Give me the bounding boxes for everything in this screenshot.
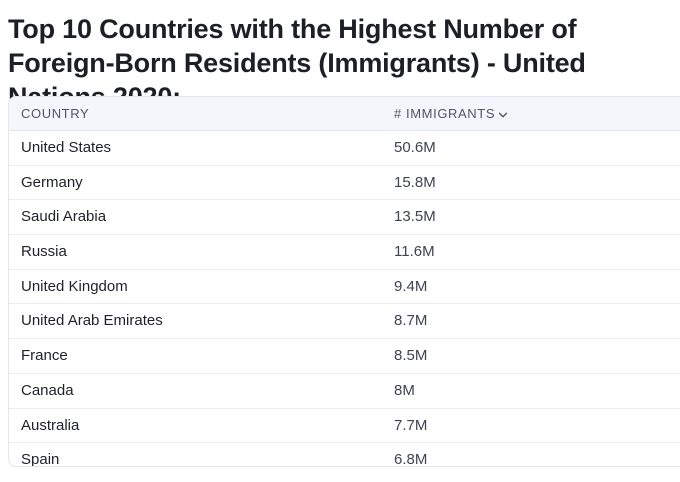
- country-cell: Spain: [21, 451, 60, 467]
- table-row: United Arab Emirates 8.7M: [9, 304, 680, 340]
- table-row: Russia 11.6M: [9, 235, 680, 270]
- immigrants-cell: 50.6M: [394, 139, 436, 156]
- table-row: Germany 15.8M: [9, 166, 680, 201]
- table-row: United States 50.6M: [9, 131, 680, 166]
- country-cell: United States: [21, 139, 112, 156]
- immigrants-cell: 7.7M: [394, 416, 428, 434]
- table-row: Saudi Arabia 13.5M: [9, 200, 680, 236]
- immigrants-cell: 11.6M: [394, 243, 435, 261]
- immigrants-table: COUNTRY # IMMIGRANTS United States 50.6M…: [8, 96, 680, 467]
- country-cell: United Kingdom: [21, 277, 128, 295]
- table-row: Australia 7.7M: [9, 409, 680, 444]
- immigrants-cell: 13.5M: [394, 208, 436, 226]
- table-row: France 8.5M: [9, 339, 680, 374]
- table-row: Canada 8M: [9, 374, 680, 409]
- column-header-country[interactable]: COUNTRY: [21, 106, 90, 121]
- immigrants-cell: 15.8M: [394, 173, 436, 191]
- country-cell: United Arab Emirates: [21, 312, 163, 330]
- immigrants-cell: 6.8M: [394, 451, 428, 467]
- country-cell: France: [21, 347, 68, 365]
- immigrants-cell: 9.4M: [394, 277, 428, 295]
- table-body: United States 50.6M Germany 15.8M Saudi …: [9, 131, 680, 467]
- table-row: Spain 6.8M: [9, 443, 680, 467]
- immigrants-cell: 8.7M: [394, 312, 428, 330]
- country-cell: Canada: [21, 381, 74, 399]
- immigrants-cell: 8M: [394, 381, 415, 399]
- chevron-down-icon[interactable]: [498, 108, 508, 118]
- country-cell: Germany: [21, 173, 83, 191]
- immigrants-cell: 8.5M: [394, 347, 428, 365]
- column-header-immigrants-label: # IMMIGRANTS: [394, 106, 496, 121]
- country-cell: Australia: [21, 416, 80, 434]
- country-cell: Russia: [21, 243, 67, 261]
- table-row: United Kingdom 9.4M: [9, 270, 680, 305]
- page-title: Top 10 Countries with the Highest Number…: [8, 14, 586, 112]
- table-header: COUNTRY # IMMIGRANTS: [9, 97, 680, 131]
- column-header-immigrants[interactable]: # IMMIGRANTS: [394, 97, 508, 130]
- country-cell: Saudi Arabia: [21, 208, 107, 226]
